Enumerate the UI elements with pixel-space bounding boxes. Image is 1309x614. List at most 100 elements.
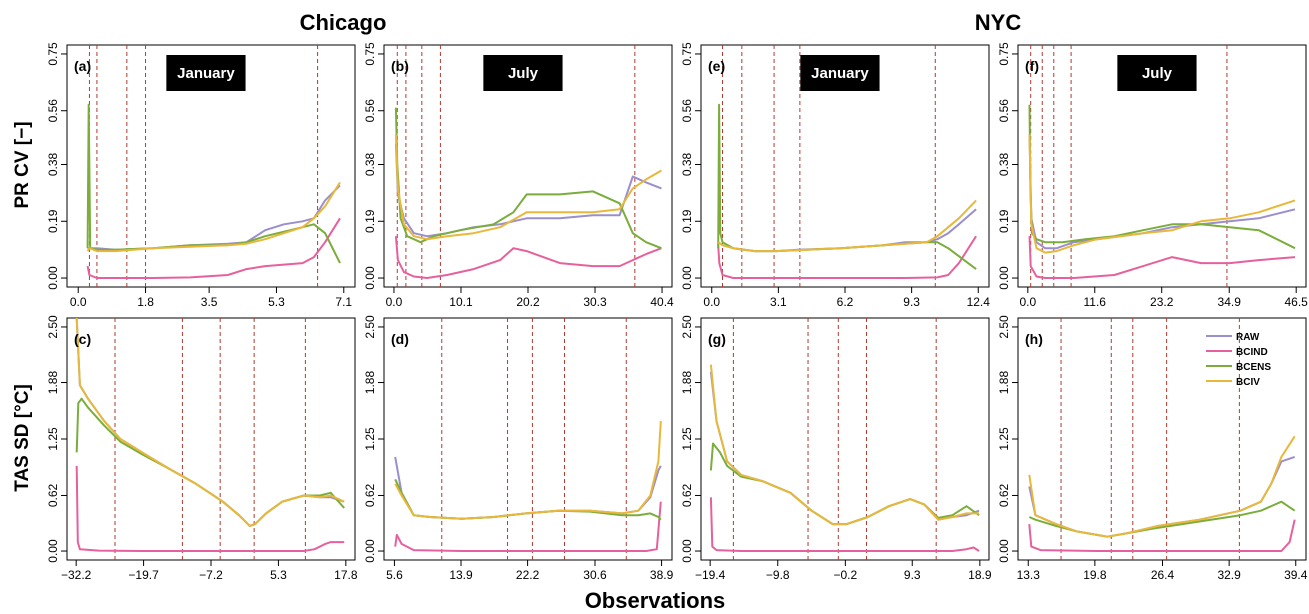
x-tick-label: 3.1 (770, 295, 787, 309)
y-tick-label: 2.50 (363, 315, 377, 339)
month-box (1117, 55, 1197, 91)
legend-label-bcind: BCIND (1236, 347, 1268, 358)
series-bcens (75, 397, 345, 527)
series-bcens (394, 107, 662, 250)
x-tick-label: −0.2 (834, 568, 858, 582)
y-tick-label: 0.19 (997, 209, 1011, 233)
y-tick-label: 0.00 (46, 539, 60, 563)
x-tick-label: 46.5 (1285, 295, 1309, 309)
series-bciv (1028, 134, 1296, 254)
series-bcens (86, 103, 341, 264)
series-raw (87, 184, 341, 251)
series-bcind (394, 236, 662, 279)
plot-frame (66, 317, 356, 561)
x-tick-label: 5.6 (386, 568, 403, 582)
series-bciv (709, 364, 980, 526)
series-raw (394, 143, 662, 238)
y-tick-label: 0.62 (363, 483, 377, 507)
x-tick-label: 20.2 (516, 295, 540, 309)
plot-area (1028, 318, 1296, 560)
series-bcind (75, 465, 345, 552)
series-bciv (717, 199, 977, 253)
plot-area (709, 318, 980, 560)
series-raw (394, 456, 662, 520)
y-tick-label: 1.88 (46, 371, 60, 395)
panel-e: 0.00 0.19 0.38 0.56 0.75 0.0 3.1 6.2 9.3 12.4 (e) J… (680, 42, 990, 309)
panel-label: (h) (1025, 331, 1043, 347)
y-tick-label: 1.88 (997, 371, 1011, 395)
x-tick-label: 30.6 (583, 568, 607, 582)
y-tick-label: 0.75 (680, 42, 694, 66)
series-bciv (394, 134, 662, 241)
x-tick-label: 32.9 (1217, 568, 1241, 582)
x-tick-label: 38.9 (650, 568, 674, 582)
series-bciv (394, 421, 662, 520)
x-tick-label: 10.1 (449, 295, 473, 309)
x-tick-label: 23.2 (1150, 295, 1174, 309)
y-tick-label: 2.50 (997, 315, 1011, 339)
x-tick-label: −9.8 (766, 568, 790, 582)
y-tick-label: 0.56 (363, 99, 377, 123)
x-tick-label: 0.0 (386, 295, 403, 309)
series-bcind (1028, 236, 1296, 279)
y-tick-label: 1.25 (997, 427, 1011, 451)
x-tick-label: 11.6 (1084, 295, 1107, 309)
month-label: July (1142, 65, 1173, 82)
y-tick-label: 2.50 (680, 315, 694, 339)
plot-area (86, 45, 341, 287)
x-tick-label: 7.1 (335, 295, 352, 309)
x-tick-label: 9.3 (904, 568, 921, 582)
legend-label-bcens: BCENS (1236, 362, 1271, 373)
panel-h: 0.00 0.62 1.25 1.88 2.50 13.3 19.8 26.4 32.9 39.4… (997, 315, 1308, 582)
y-tick-label: 0.62 (46, 483, 60, 507)
x-tick-label: 18.9 (968, 568, 992, 582)
series-bcens (717, 103, 977, 270)
y-tick-label: 0.00 (680, 266, 694, 290)
y-tick-label: 0.00 (997, 266, 1011, 290)
series-raw (709, 371, 980, 526)
x-tick-label: 13.3 (1017, 568, 1041, 582)
series-bciv (86, 181, 341, 253)
series-bcind (394, 501, 662, 552)
x-tick-label: −19.7 (128, 568, 159, 582)
x-tick-label: −7.2 (199, 568, 223, 582)
x-tick-label: 1.8 (137, 295, 154, 309)
legend: RAW BCIND BCENS BCIV (1206, 332, 1271, 388)
y-tick-label: 0.38 (680, 153, 694, 177)
x-tick-label: 30.3 (583, 295, 607, 309)
plot-area (394, 45, 662, 287)
plot-area (1028, 45, 1296, 287)
month-label: July (508, 65, 539, 82)
x-tick-label: 19.8 (1083, 568, 1107, 582)
x-tick-label: 34.9 (1218, 295, 1242, 309)
month-label: January (177, 65, 235, 82)
panel-label: (c) (74, 331, 91, 347)
plot-area (75, 318, 345, 560)
y-tick-label: 0.56 (680, 99, 694, 123)
series-bcens (1028, 104, 1296, 250)
y-tick-label: 0.75 (363, 42, 377, 66)
x-tick-label: 12.4 (967, 295, 991, 309)
month-box (483, 55, 563, 91)
y-tick-label: 1.25 (680, 427, 694, 451)
y-tick-label: 0.00 (680, 539, 694, 563)
x-tick-label: 5.3 (270, 568, 287, 582)
y-tick-label: 0.75 (46, 42, 60, 66)
x-tick-label: 9.3 (903, 295, 920, 309)
panel-label: (f) (1025, 58, 1039, 74)
y-tick-label: 0.38 (46, 153, 60, 177)
x-tick-label: 0.0 (70, 295, 87, 309)
y-tick-label: 0.38 (997, 153, 1011, 177)
series-bcens (709, 442, 980, 526)
x-tick-label: 0.0 (703, 295, 720, 309)
plot-frame (66, 44, 356, 288)
y-tick-label: 1.88 (680, 371, 694, 395)
panel-d: 0.00 0.62 1.25 1.88 2.50 5.6 13.9 22.2 30.6 38.9 (… (363, 315, 674, 582)
series-bciv (75, 318, 345, 527)
x-tick-label: 5.3 (268, 295, 285, 309)
panel-label: (a) (74, 58, 91, 74)
panel-c: 0.00 0.62 1.25 1.88 2.50 −32.2 −19.7 −7.2 5.3 17.… (46, 315, 358, 582)
y-tick-label: 0.62 (997, 483, 1011, 507)
plot-area (717, 45, 977, 287)
x-tick-label: 40.4 (650, 295, 674, 309)
